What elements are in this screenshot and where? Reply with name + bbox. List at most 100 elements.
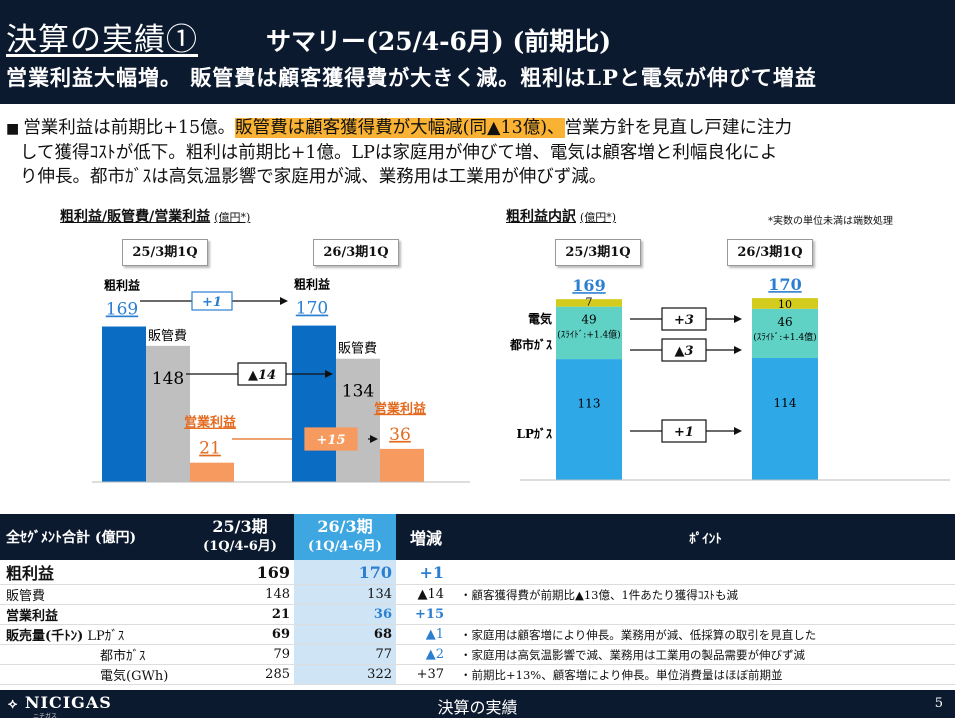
op-value-0: 21 bbox=[199, 439, 221, 459]
page-title: 決算の実績① bbox=[6, 22, 198, 58]
row-label: 営業利益 bbox=[0, 604, 186, 625]
summary-line2: して獲得ｺｽﾄが低下。粗利は前期比+1億。LPは家庭用が伸びて増、電気は顧客増と… bbox=[20, 143, 778, 163]
page-number: 5 bbox=[934, 696, 943, 711]
point-text: ・顧客獲得費が前期比▲13億、1件あたり獲得ｺｽﾄも減 bbox=[456, 584, 955, 605]
bar-elec-0 bbox=[556, 299, 622, 307]
op-arrow-right-head bbox=[370, 435, 378, 443]
table-row: 電気(GWh) 285 322 +37 ・前期比+13%、顧客増により伸長。単位消費量は… bbox=[0, 664, 955, 685]
value-26: 322 bbox=[294, 664, 396, 685]
left-chart-title: 粗利益/販管費/営業利益 (億円*) bbox=[60, 206, 250, 226]
right-chart-title: 粗利益内訳 (億円*) bbox=[506, 206, 616, 226]
lp-value-1: 114 bbox=[774, 396, 797, 410]
right-arrow-0-head bbox=[734, 315, 742, 323]
value-25: 148 bbox=[186, 584, 294, 605]
sga-arrow-head bbox=[325, 370, 333, 378]
summary-part2: 営業方針を見直し戸建に注力 bbox=[564, 118, 793, 138]
bar-city-0 bbox=[556, 306, 622, 360]
header-point: ﾎﾟｲﾝﾄ bbox=[456, 514, 955, 560]
left-chart-title-text: 粗利益/販管費/営業利益 bbox=[60, 209, 211, 225]
value-25: 21 bbox=[186, 604, 294, 625]
right-arrow-2-head bbox=[734, 427, 742, 435]
sga-value-0: 148 bbox=[152, 369, 184, 389]
bar-op-0 bbox=[190, 462, 234, 482]
summary-highlight: 販管費は顧客獲得費が大幅減(同▲13億)、 bbox=[235, 118, 565, 138]
gross-value-1: 170 bbox=[296, 299, 328, 319]
row-label: 粗利益 bbox=[0, 560, 186, 585]
row-label: 販売量(千ﾄﾝ) LPｶﾞｽ bbox=[0, 624, 186, 645]
sga-change-box bbox=[237, 362, 287, 386]
bar-sga-1 bbox=[336, 358, 380, 482]
value-25: 285 bbox=[186, 664, 294, 685]
bar-city-1 bbox=[752, 308, 818, 359]
value-25: 79 bbox=[186, 644, 294, 665]
row-label-main: 販売量(千ﾄﾝ) bbox=[6, 629, 84, 644]
cat-label-elec: 電気 bbox=[528, 311, 552, 326]
row-label-sub: 電気(GWh) bbox=[100, 669, 169, 684]
header-26-period: (1Q/4-6月) bbox=[308, 539, 382, 554]
value-change: +37 bbox=[396, 664, 456, 685]
header-25-label: 25/3期 bbox=[212, 517, 268, 536]
row-label-main: 粗利益 bbox=[6, 564, 55, 583]
city-slide-note-1: (ｽﾗｲﾄﾞ:+1.4億) bbox=[753, 331, 816, 343]
lp-value-0: 113 bbox=[578, 397, 601, 411]
table-header-row: 全ｾｸﾞﾒﾝﾄ合計 (億円) 25/3期 (1Q/4-6月) 26/3期 (1Q… bbox=[0, 514, 955, 560]
row-label-main: 販管費 bbox=[6, 589, 46, 604]
headline: 営業利益大幅増。 販管費は顧客獲得費が大きく減。粗利はLPと電気が伸びて増益 bbox=[6, 65, 817, 90]
gross-value-0: 169 bbox=[106, 300, 138, 320]
op-label-0: 営業利益 bbox=[184, 415, 236, 431]
page-subtitle: サマリー(25/4-6月) (前期比) bbox=[266, 27, 612, 56]
elec-value-0: 7 bbox=[586, 296, 593, 309]
summary-text: ■ 営業利益は前期比+15億。販管費は顧客獲得費が大幅減(同▲13億)、営業方針を… bbox=[6, 116, 946, 189]
row-label-sub: 都市ｶﾞｽ bbox=[100, 649, 146, 664]
right-chart-unit: (億円*) bbox=[580, 211, 617, 224]
value-26: 134 bbox=[294, 584, 396, 605]
left-chart: 粗利益169販管費148営業利益21粗利益170販管費134営業利益36+1▲1… bbox=[92, 277, 470, 483]
right-period-26: 26/3期1Q bbox=[727, 239, 813, 266]
op-label-1: 営業利益 bbox=[374, 401, 426, 417]
summary-bullet: ■ bbox=[6, 121, 20, 137]
right-change-0-text: +3 bbox=[674, 313, 694, 328]
gross-change-box bbox=[191, 291, 233, 311]
header-band bbox=[0, 0, 955, 104]
footer: ⟡ NICIGAS ニチガス 決算の実績 5 bbox=[0, 690, 955, 720]
value-change: ▲1 bbox=[396, 624, 456, 645]
left-chart-unit: (億円*) bbox=[214, 211, 251, 224]
point-text: ・前期比+13%、顧客増により伸長。単位消費量はほぼ前期並 bbox=[456, 664, 955, 685]
header-26-label: 26/3期 bbox=[317, 517, 373, 536]
company-logo: ⟡ NICIGAS bbox=[8, 693, 112, 712]
gross-arrow-head bbox=[280, 297, 288, 305]
bar-gross-0 bbox=[102, 326, 146, 482]
rounding-note: *実数の単位未満は端数処理 bbox=[768, 216, 893, 227]
right-change-1-text: ▲3 bbox=[674, 344, 693, 359]
bar-elec-1 bbox=[752, 298, 818, 309]
row-label: 電気(GWh) bbox=[0, 664, 186, 685]
results-table: 全ｾｸﾞﾒﾝﾄ合計 (億円) 25/3期 (1Q/4-6月) 26/3期 (1Q… bbox=[0, 514, 955, 685]
point-text: ・家庭用は高気温影響で減、業務用は工業用の製品需要が伸びず減 bbox=[456, 644, 955, 665]
header-segment: 全ｾｸﾞﾒﾝﾄ合計 (億円) bbox=[0, 514, 186, 560]
op-value-1: 36 bbox=[389, 425, 411, 445]
header-25: 25/3期 (1Q/4-6月) bbox=[186, 514, 294, 560]
header-26: 26/3期 (1Q/4-6月) bbox=[294, 514, 396, 560]
right-change-2-text: +1 bbox=[674, 425, 694, 440]
right-change-1-box bbox=[661, 338, 707, 362]
gross-label-1: 粗利益 bbox=[294, 277, 330, 292]
op-change-text: +15 bbox=[317, 433, 346, 448]
value-26: 170 bbox=[294, 560, 396, 585]
value-26: 77 bbox=[294, 644, 396, 665]
row-label: 販管費 bbox=[0, 584, 186, 605]
sga-label-1: 販管費 bbox=[338, 342, 377, 357]
table-row: 販管費 148 134 ▲14 ・顧客獲得費が前期比▲13億、1件あたり獲得ｺｽﾄも減 bbox=[0, 584, 955, 605]
city-value-1: 46 bbox=[777, 315, 792, 329]
value-change: +1 bbox=[396, 560, 456, 585]
cat-label-lp: LPｶﾞｽ bbox=[517, 426, 552, 441]
table-row: 粗利益 169 170 +1 bbox=[0, 560, 955, 585]
value-25: 69 bbox=[186, 624, 294, 645]
sga-value-1: 134 bbox=[342, 382, 374, 402]
point-text bbox=[456, 560, 955, 585]
right-chart-title-text: 粗利益内訳 bbox=[506, 209, 576, 225]
bar-sga-0 bbox=[146, 345, 190, 482]
value-26: 68 bbox=[294, 624, 396, 645]
summary-line3: り伸長。都市ｶﾞｽは高気温影響で家庭用が減、業務用は工業用が伸びず減。 bbox=[20, 167, 607, 187]
header-25-period: (1Q/4-6月) bbox=[203, 539, 277, 554]
bar-lp-1 bbox=[752, 358, 818, 480]
